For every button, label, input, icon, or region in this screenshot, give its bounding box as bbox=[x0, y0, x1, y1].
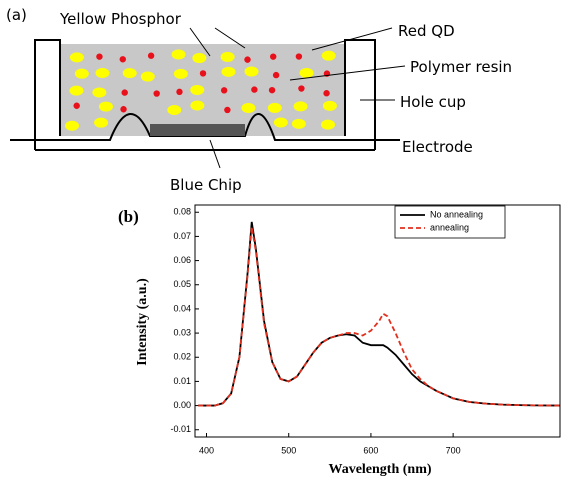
blue-chip bbox=[150, 124, 245, 136]
label: Hole cup bbox=[400, 93, 466, 111]
x-tick-label: 600 bbox=[363, 445, 378, 455]
yellow-phosphor bbox=[70, 52, 84, 62]
red-qd bbox=[270, 53, 276, 59]
red-qd bbox=[148, 53, 154, 59]
yellow-phosphor bbox=[65, 121, 79, 131]
red-qd bbox=[323, 90, 329, 96]
y-tick-label: -0.01 bbox=[170, 424, 191, 434]
yellow-phosphor bbox=[222, 67, 236, 77]
label: Blue Chip bbox=[170, 176, 242, 194]
panel-label: (b) bbox=[118, 207, 139, 226]
y-tick-label: 0.04 bbox=[173, 303, 191, 313]
yellow-phosphor bbox=[192, 53, 206, 63]
y-tick-label: 0.07 bbox=[173, 231, 191, 241]
red-qd bbox=[251, 86, 257, 92]
y-tick-label: 0.02 bbox=[173, 352, 191, 362]
yellow-phosphor bbox=[190, 85, 204, 95]
arrow bbox=[312, 28, 392, 50]
yellow-phosphor bbox=[123, 68, 137, 78]
yellow-phosphor bbox=[172, 49, 186, 59]
red-qd bbox=[298, 85, 304, 91]
yellow-phosphor bbox=[321, 120, 335, 130]
yellow-phosphor bbox=[241, 103, 255, 113]
yellow-phosphor bbox=[274, 117, 288, 127]
panel-label: (a) bbox=[6, 6, 27, 24]
series-line bbox=[198, 227, 560, 406]
red-qd bbox=[73, 103, 79, 109]
yellow-phosphor bbox=[294, 101, 308, 111]
y-tick-label: 0.05 bbox=[173, 279, 191, 289]
red-qd bbox=[296, 53, 302, 59]
figure: (a) Yellow Phosphor Red QD Polymer resin… bbox=[0, 0, 566, 486]
yellow-phosphor bbox=[167, 105, 181, 115]
label: Electrode bbox=[402, 138, 473, 156]
red-qd bbox=[244, 56, 250, 62]
x-axis-label: Wavelength (nm) bbox=[328, 462, 431, 477]
diagram: (a) Yellow Phosphor Red QD Polymer resin… bbox=[6, 6, 512, 194]
x-tick-label: 700 bbox=[446, 445, 461, 455]
yellow-phosphor bbox=[245, 67, 259, 77]
legend-label: No annealing bbox=[430, 209, 483, 219]
yellow-phosphor bbox=[75, 69, 89, 79]
legend-label: annealing bbox=[430, 222, 469, 232]
yellow-phosphor bbox=[95, 68, 109, 78]
series-line bbox=[198, 222, 560, 406]
red-qd bbox=[122, 89, 128, 95]
yellow-phosphor bbox=[174, 69, 188, 79]
label: Red QD bbox=[398, 22, 455, 40]
red-qd bbox=[176, 89, 182, 95]
red-qd bbox=[224, 107, 230, 113]
yellow-phosphor bbox=[92, 87, 106, 97]
red-qd bbox=[96, 53, 102, 59]
y-tick-label: 0.06 bbox=[173, 255, 191, 265]
yellow-phosphor bbox=[190, 100, 204, 110]
y-axis-label: Intensity (a.u.) bbox=[135, 278, 150, 366]
label: Yellow Phosphor bbox=[59, 10, 182, 28]
red-qd bbox=[200, 70, 206, 76]
red-qd bbox=[221, 87, 227, 93]
yellow-phosphor bbox=[292, 119, 306, 129]
red-qd bbox=[273, 72, 279, 78]
yellow-phosphor bbox=[99, 102, 113, 112]
yellow-phosphor bbox=[322, 51, 336, 61]
red-qd bbox=[153, 90, 159, 96]
yellow-phosphor bbox=[141, 72, 155, 82]
yellow-phosphor bbox=[94, 118, 108, 128]
label: Polymer resin bbox=[410, 58, 512, 76]
yellow-phosphor bbox=[323, 101, 337, 111]
red-qd bbox=[120, 56, 126, 62]
y-tick-label: 0.03 bbox=[173, 327, 191, 337]
red-qd bbox=[269, 87, 275, 93]
y-tick-label: 0.00 bbox=[173, 400, 191, 410]
y-tick-label: 0.08 bbox=[173, 207, 191, 217]
yellow-phosphor bbox=[300, 68, 314, 78]
arrow bbox=[210, 140, 220, 168]
yellow-phosphor bbox=[268, 103, 282, 113]
yellow-phosphor bbox=[70, 86, 84, 96]
red-qd bbox=[120, 106, 126, 112]
x-tick-label: 400 bbox=[199, 445, 214, 455]
yellow-phosphor bbox=[221, 52, 235, 62]
y-tick-label: 0.01 bbox=[173, 376, 191, 386]
x-tick-label: 500 bbox=[281, 445, 296, 455]
